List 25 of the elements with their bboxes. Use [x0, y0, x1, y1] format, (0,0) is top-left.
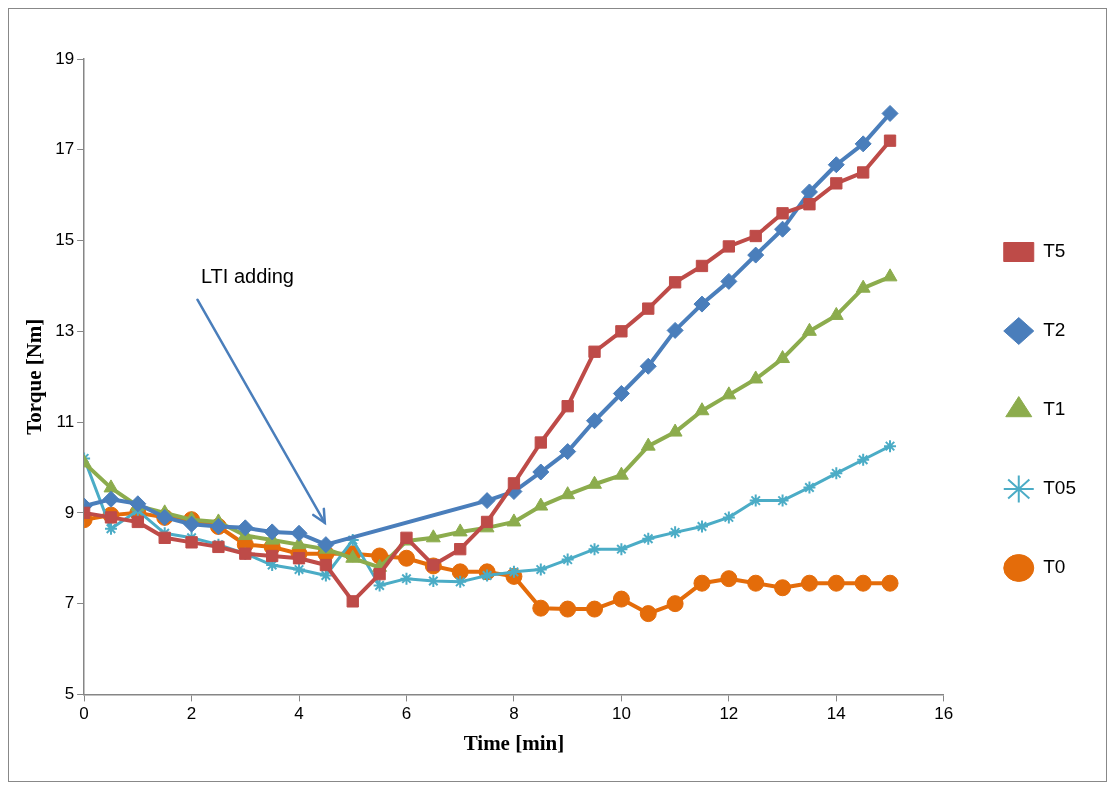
x-tick-label: 16 [934, 704, 954, 724]
annotation: LTI adding [200, 265, 294, 288]
y-axis-title: Torque [Nm] [22, 318, 47, 435]
y-tick-label: 13 [55, 321, 75, 340]
x-axis-title: Time [min] [463, 730, 565, 755]
y-tick-label: 15 [55, 230, 75, 250]
x-tick-label: 0 [79, 704, 89, 724]
y-tick-label: 5 [64, 684, 75, 704]
x-tick-label: 6 [401, 704, 412, 724]
legend-label: T2 [1043, 319, 1066, 341]
y-tick-label: 7 [64, 593, 75, 613]
y-tick-label: 19 [55, 48, 75, 68]
legend-label: T1 [1043, 398, 1066, 420]
legend-label: T05 [1043, 477, 1077, 499]
x-tick-label: 4 [294, 704, 304, 724]
legend-label: T5 [1043, 240, 1066, 262]
legend-label: T0 [1043, 556, 1066, 578]
x-tick-label: 10 [611, 704, 631, 724]
y-tick-label: 9 [64, 502, 75, 522]
y-tick-label: 11 [56, 411, 75, 431]
x-tick-label: 8 [509, 704, 519, 724]
x-tick-label: 12 [719, 704, 739, 724]
x-tick-label: 2 [186, 704, 197, 724]
y-tick-label: 17 [55, 139, 75, 159]
x-tick-label: 14 [826, 704, 846, 724]
